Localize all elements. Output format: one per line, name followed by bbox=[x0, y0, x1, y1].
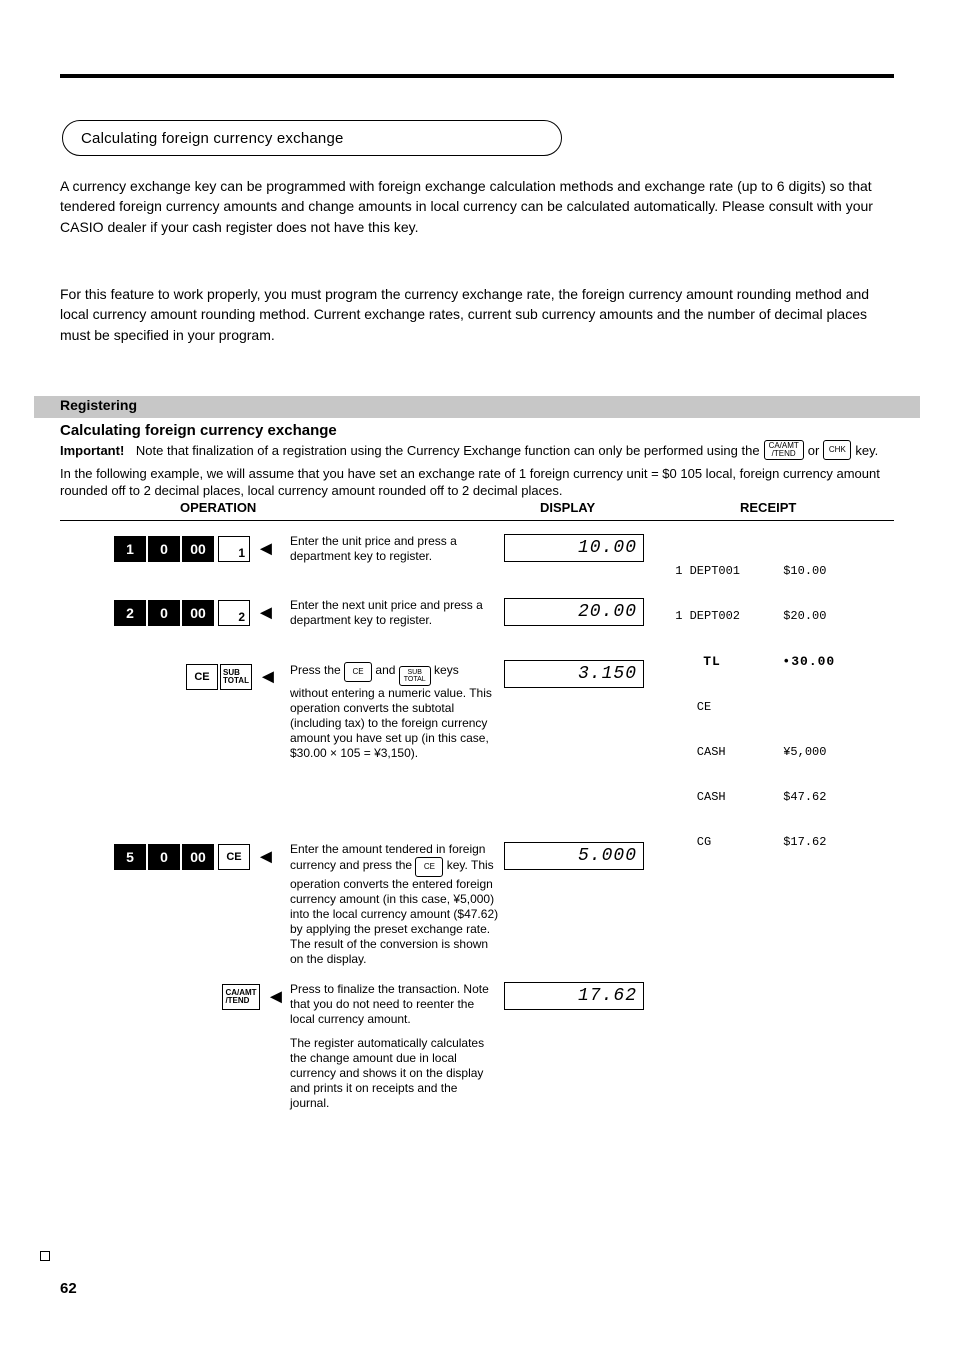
key-0c[interactable]: 0 bbox=[148, 844, 182, 870]
arrow-icon: ◄ bbox=[266, 986, 286, 1009]
receipt-line: CG $17.62 bbox=[668, 835, 868, 850]
gray-band bbox=[34, 396, 920, 418]
keypad-row-ce: CE SUB TOTAL ◄ bbox=[184, 664, 278, 690]
desc-tender-b: key. This operation converts the entered… bbox=[290, 858, 498, 966]
ce-key[interactable]: CE bbox=[186, 664, 218, 690]
imp-text-a: Note that finalization of a registration… bbox=[136, 443, 760, 458]
arrow-icon: ◄ bbox=[256, 846, 276, 869]
chk-icon: CHK bbox=[823, 440, 851, 460]
intro-para-1: A currency exchange key can be programme… bbox=[60, 176, 894, 237]
col-display: DISPLAY bbox=[540, 500, 595, 515]
rc-l2b: $20.00 bbox=[783, 609, 826, 623]
rc-l7a: CG bbox=[668, 835, 711, 849]
receipt-printout: 1 DEPT001 $10.00 1 DEPT002 $20.00 TL •30… bbox=[668, 534, 868, 865]
imp-text-b: or bbox=[808, 443, 820, 458]
lcd-3: 3.150 bbox=[504, 660, 644, 688]
ca-amt-tend-key[interactable]: CA/AMT /TEND bbox=[222, 984, 260, 1010]
receipt-line: TL •30.00 bbox=[668, 654, 868, 670]
intro-para-2: For this feature to work properly, you m… bbox=[60, 284, 894, 345]
keypad-row-1: 1 0 00 1 ◄ bbox=[114, 536, 276, 562]
desc-final-b: The register automatically calculates th… bbox=[290, 1036, 500, 1111]
rc-l1b: $10.00 bbox=[783, 564, 826, 578]
lcd-2-val: 20.00 bbox=[578, 602, 637, 622]
receipt-line: 1 DEPT001 $10.00 bbox=[668, 564, 868, 579]
desc-ce-b: and bbox=[375, 663, 395, 677]
arrow-icon: ◄ bbox=[256, 602, 276, 625]
band-subtitle: Calculating foreign currency exchange bbox=[60, 422, 337, 439]
rc-l6b: $47.62 bbox=[783, 790, 826, 804]
section-title: Calculating foreign currency exchange bbox=[81, 130, 344, 147]
key-0b[interactable]: 0 bbox=[148, 600, 182, 626]
lcd-1-val: 10.00 bbox=[578, 538, 637, 558]
key-0[interactable]: 0 bbox=[148, 536, 182, 562]
ce-icon: CE bbox=[344, 662, 372, 682]
dept-key-2[interactable]: 2 bbox=[218, 600, 250, 626]
rc-l2a: 1 DEPT002 bbox=[668, 609, 740, 623]
receipt-line: CASH $47.62 bbox=[668, 790, 868, 805]
col-operation: OPERATION bbox=[180, 500, 256, 515]
lcd-2: 20.00 bbox=[504, 598, 644, 626]
desc-row-1: Enter the unit price and press a departm… bbox=[290, 534, 490, 564]
key-00b[interactable]: 00 bbox=[182, 600, 216, 626]
rc-l7b: $17.62 bbox=[783, 835, 826, 849]
band-label: Registering bbox=[60, 397, 137, 413]
important-label: Important! bbox=[60, 443, 124, 458]
rc-l6a: CASH bbox=[668, 790, 726, 804]
page-number: 62 bbox=[60, 1280, 77, 1297]
rc-l5b: ¥5,000 bbox=[783, 745, 826, 759]
rc-l3a: TL bbox=[668, 654, 721, 669]
imp-text-c: key. bbox=[855, 443, 878, 458]
ce-key-2[interactable]: CE bbox=[218, 844, 250, 870]
arrow-icon: ◄ bbox=[256, 538, 276, 561]
lcd-1: 10.00 bbox=[504, 534, 644, 562]
desc-row-ce: Press the CE and SUB TOTAL keys without … bbox=[290, 662, 500, 761]
arrow-icon: ◄ bbox=[258, 666, 278, 689]
subtotal-key[interactable]: SUB TOTAL bbox=[220, 664, 252, 690]
key-00[interactable]: 00 bbox=[182, 536, 216, 562]
dept-key-1[interactable]: 1 bbox=[218, 536, 250, 562]
receipt-line: CASH ¥5,000 bbox=[668, 745, 868, 760]
section-title-bubble: Calculating foreign currency exchange bbox=[62, 120, 562, 156]
desc-row-tender: Enter the amount tendered in foreign cur… bbox=[290, 842, 500, 967]
rc-l3b: •30.00 bbox=[782, 654, 835, 669]
keypad-row-tender: 5 0 00 CE ◄ bbox=[114, 844, 276, 870]
desc-row-2: Enter the next unit price and press a de… bbox=[290, 598, 490, 628]
ce-icon-2: CE bbox=[415, 857, 443, 877]
lcd-5: 17.62 bbox=[504, 982, 644, 1010]
rc-l4a: CE bbox=[668, 700, 711, 714]
rc-l1a: 1 DEPT001 bbox=[668, 564, 740, 578]
key-00c[interactable]: 00 bbox=[182, 844, 216, 870]
note-text: In the following example, we will assume… bbox=[60, 466, 884, 500]
footer-checkbox-icon bbox=[40, 1251, 50, 1261]
keypad-row-2: 2 0 00 2 ◄ bbox=[114, 600, 276, 626]
ca-amt-tend-icon: CA/AMT /TEND bbox=[764, 440, 804, 460]
important-row: Important! Note that finalization of a r… bbox=[60, 440, 884, 460]
desc-ce-c: keys without entering a numeric value. T… bbox=[290, 663, 492, 760]
lcd-3-val: 3.150 bbox=[578, 664, 637, 684]
top-rule bbox=[60, 74, 894, 78]
lcd-4: 5.000 bbox=[504, 842, 644, 870]
subtotal-icon: SUB TOTAL bbox=[399, 666, 431, 686]
desc-ce-a: Press the bbox=[290, 663, 341, 677]
lcd-5-val: 17.62 bbox=[578, 986, 637, 1006]
receipt-line: 1 DEPT002 $20.00 bbox=[668, 609, 868, 624]
desc-final-a: Press to finalize the transaction. Note … bbox=[290, 982, 500, 1027]
hr-top bbox=[60, 520, 894, 521]
key-1[interactable]: 1 bbox=[114, 536, 148, 562]
keypad-row-final: CA/AMT /TEND ◄ bbox=[220, 984, 286, 1010]
receipt-line: CE bbox=[668, 700, 868, 715]
rc-l5a: CASH bbox=[668, 745, 726, 759]
key-5[interactable]: 5 bbox=[114, 844, 148, 870]
key-2[interactable]: 2 bbox=[114, 600, 148, 626]
col-receipt: RECEIPT bbox=[740, 500, 796, 515]
lcd-4-val: 5.000 bbox=[578, 846, 637, 866]
